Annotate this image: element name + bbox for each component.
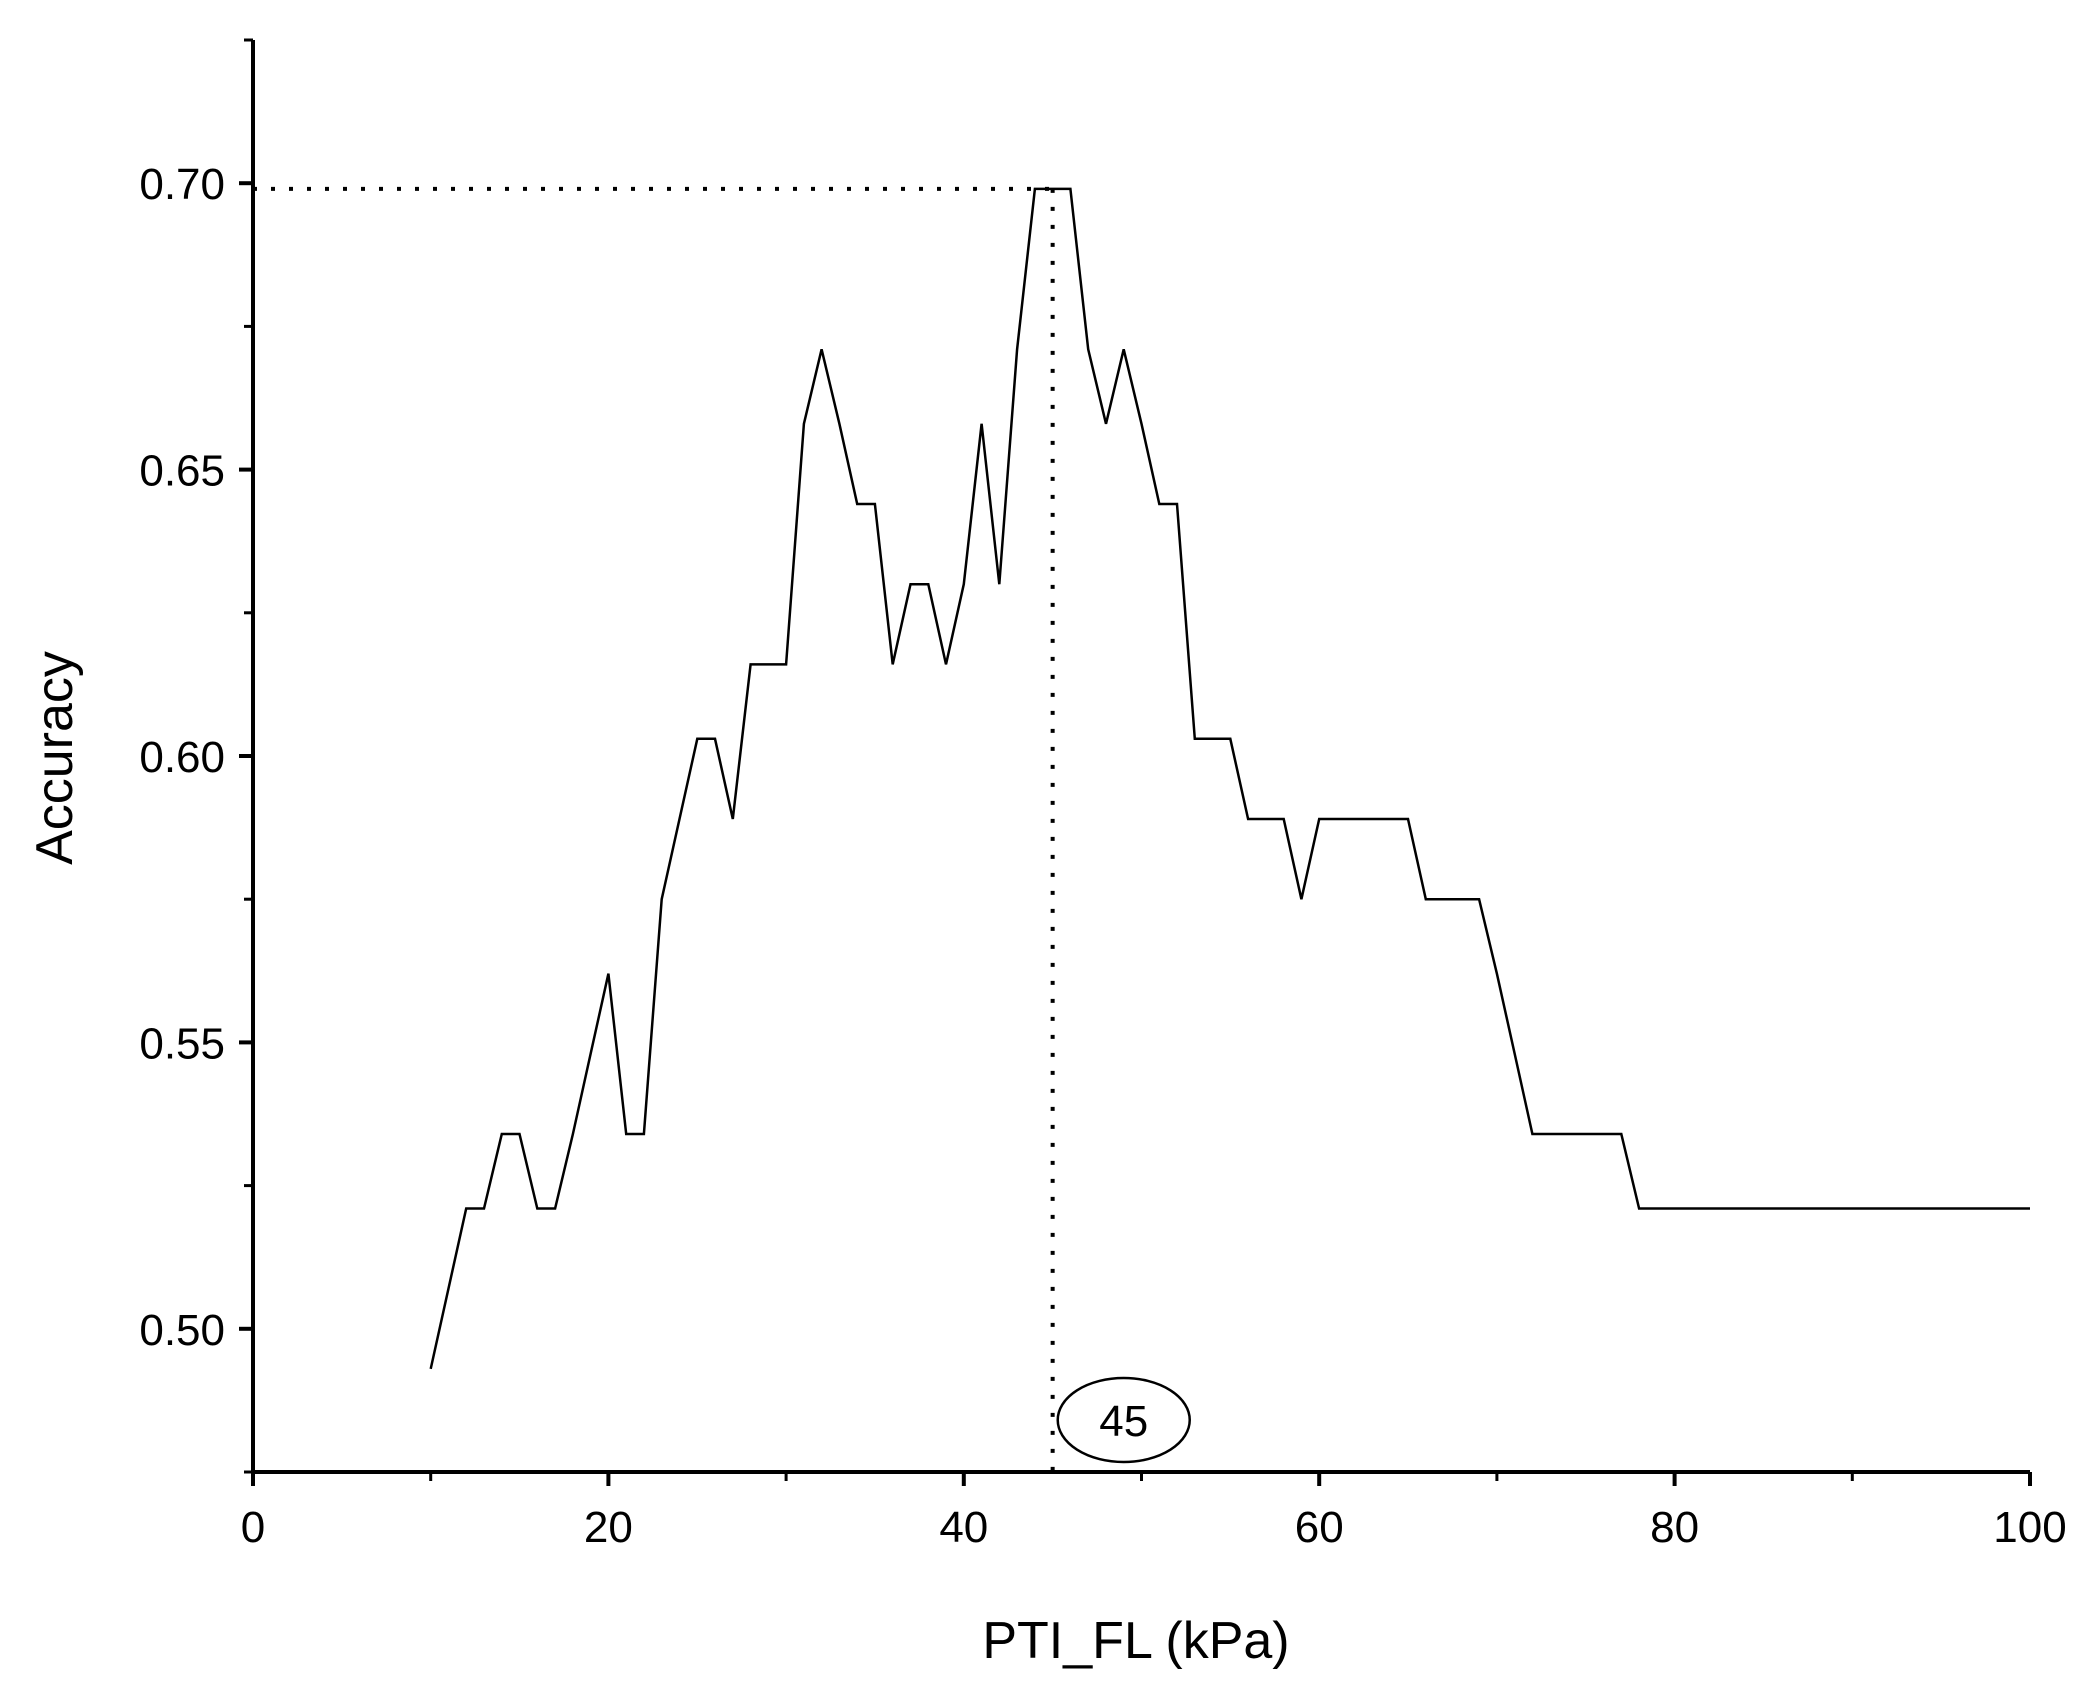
chart-annotations: 45 <box>1056 1376 1191 1464</box>
annotation-label: 45 <box>1099 1397 1148 1446</box>
x-tick-label: 80 <box>1650 1503 1699 1552</box>
chart-ticks: 0 20 40 60 80 100 0.50 0.55 0.60 0.65 0.70 <box>139 38 2067 1552</box>
x-tick-label: 0 <box>241 1503 265 1552</box>
x-tick-label: 100 <box>1993 1503 2066 1552</box>
accuracy-series-line <box>429 187 2030 1370</box>
x-tick-label: 20 <box>584 1503 633 1552</box>
x-tick-label: 60 <box>1295 1503 1344 1552</box>
reference-lines <box>253 186 1055 1472</box>
chart-series <box>429 187 2030 1370</box>
y-tick-label: 0.70 <box>139 160 225 209</box>
x-tick-label: 40 <box>939 1503 988 1552</box>
y-tick-label: 0.65 <box>139 447 225 496</box>
y-axis-label: Accuracy <box>26 651 84 865</box>
y-tick-label: 0.60 <box>139 733 225 782</box>
x-axis-label: PTI_FL (kPa) <box>982 1612 1289 1670</box>
y-tick-label: 0.50 <box>139 1306 225 1355</box>
y-tick-label: 0.55 <box>139 1019 225 1068</box>
annotation-ellipse <box>1056 1376 1191 1464</box>
chart-axes <box>251 40 2030 1474</box>
